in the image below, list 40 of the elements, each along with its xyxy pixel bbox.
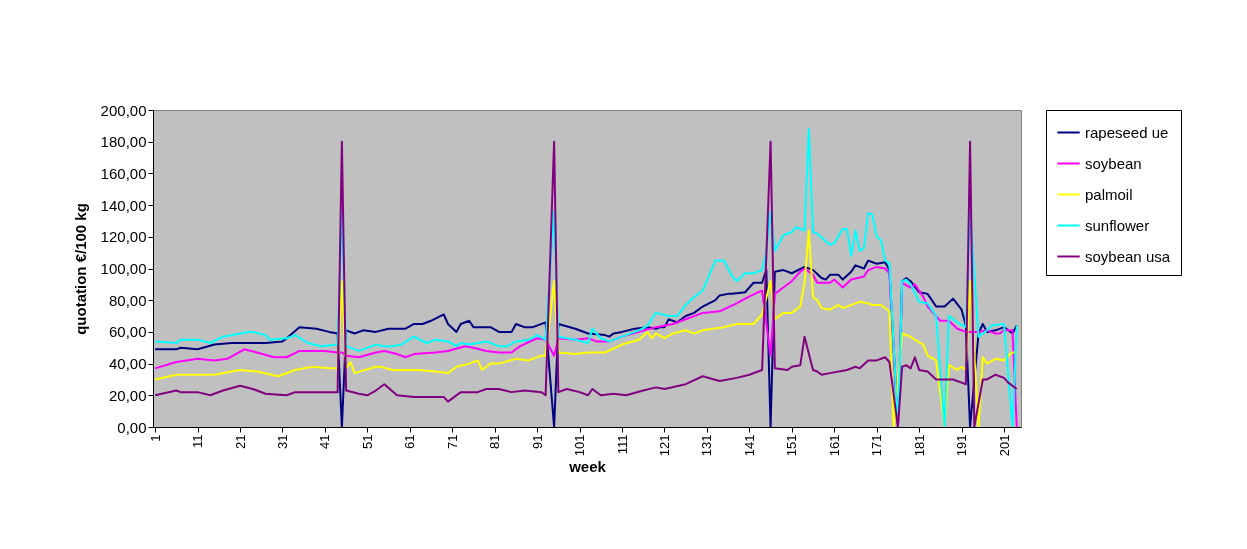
x-tick-label: 151 [784,434,800,457]
x-tick-label: 191 [954,434,970,457]
x-tick-label: 201 [996,434,1012,457]
y-axis-title: quotation €/100 kg [71,203,89,335]
y-tick-label: 160,00 [100,164,147,182]
x-tick-label: 71 [444,434,460,449]
y-tick-label: 120,00 [100,228,147,246]
x-tick-label: 111 [614,434,630,455]
x-tick-label: 181 [911,434,927,457]
legend-label: palmoil [1085,185,1133,203]
y-tick-label: 200,00 [100,101,147,119]
y-tick-label: 0,00 [117,418,147,436]
x-tick-label: 41 [317,434,333,449]
x-tick-label: 131 [699,434,715,457]
y-tick-label: 180,00 [100,133,147,151]
x-tick-label: 171 [869,434,885,457]
legend-label: soybean usa [1085,247,1171,265]
y-tick-label: 20,00 [108,386,147,404]
x-tick-label: 91 [529,434,545,449]
y-tick-label: 140,00 [100,196,147,214]
x-axis-title: week [568,458,607,476]
x-tick-label: 51 [359,434,375,449]
y-tick-label: 60,00 [108,323,147,341]
y-tick-label: 40,00 [108,355,147,373]
x-tick-label: 161 [826,434,842,457]
y-tick-label: 100,00 [100,260,147,277]
x-tick-label: 31 [274,434,290,449]
x-tick-label: 11 [190,434,206,448]
legend-label: sunflower [1085,216,1150,234]
x-tick-label: 81 [487,434,503,449]
x-tick-label: 61 [402,434,418,449]
x-tick-label: 1 [147,434,163,442]
line-series [154,229,1018,427]
legend-label: rapeseed ue [1085,123,1169,141]
y-tick-label: 80,00 [108,291,147,309]
legend-label: soybean [1085,154,1142,172]
x-tick-label: 121 [656,434,672,457]
x-tick-label: 21 [232,434,248,449]
x-tick-label: 141 [741,434,757,457]
x-tick-label: 101 [572,434,588,457]
